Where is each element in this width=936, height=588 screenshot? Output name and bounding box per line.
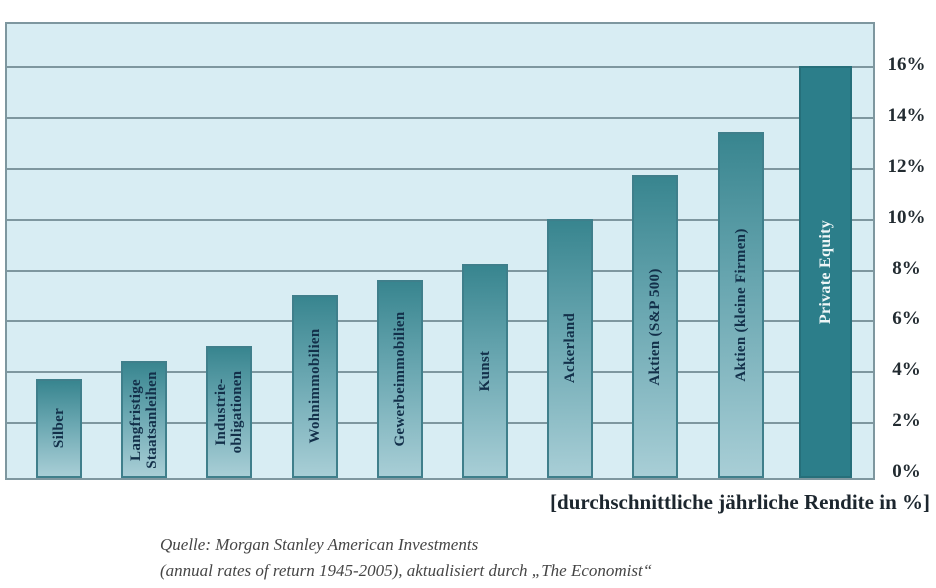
bar: Gewerbeimmobilien (376, 279, 423, 478)
bar: Aktien (S&P 500) (632, 175, 679, 478)
y-axis-tick-label: 16% (887, 54, 926, 76)
source-line-2: (annual rates of return 1945-2005), aktu… (160, 561, 653, 580)
bar: Silber (36, 378, 82, 478)
gridline (7, 117, 873, 120)
y-axis-tick-label: 4% (892, 359, 921, 381)
gridline (7, 66, 873, 69)
bar: Langfristige Staatsanleihen (121, 361, 168, 478)
plot-area: Silber Langfristige Staatsanleihen Industri… (5, 22, 875, 480)
bar: Ackerland (547, 218, 594, 478)
bar: Industrie-obligationen (206, 345, 253, 478)
bar-label: Silber (51, 408, 67, 449)
source-note: Quelle: Morgan Stanley American Investme… (160, 532, 652, 584)
bar-label: Langfristige Staatsanleihen (128, 370, 161, 469)
gridline (7, 371, 873, 374)
y-axis-tick-label: 10% (887, 206, 926, 228)
y-axis: 0% 2% 4% 6% 8% 10% 12% 14% 16% (877, 22, 936, 482)
gridline (7, 218, 873, 221)
source-line-1: Quelle: Morgan Stanley American Investme… (160, 535, 479, 554)
gridline (7, 269, 873, 272)
gridline (7, 167, 873, 170)
bar-label: Kunst (477, 350, 493, 392)
gridline (7, 320, 873, 323)
bar-label: Ackerland (562, 313, 579, 384)
x-axis-title: [durchschnittliche jährliche Rendite in … (550, 490, 930, 514)
y-axis-tick-label: 8% (892, 257, 921, 279)
y-axis-tick-label: 6% (892, 308, 921, 330)
bar-label: Wohnimmobilien (306, 328, 323, 444)
bar: Wohnimmobilien (291, 294, 338, 478)
bar-label: Industrie-obligationen (213, 370, 246, 454)
bar-label: Aktien (S&P 500) (647, 268, 664, 386)
y-axis-tick-label: 2% (892, 410, 921, 432)
gridline (7, 422, 873, 425)
y-axis-tick-label: 14% (887, 105, 926, 127)
y-axis-tick-label: 12% (887, 155, 926, 177)
bar-label: Aktien (kleine Firmen) (732, 228, 749, 382)
bar-label: Private Equity (816, 219, 834, 325)
bar-label: Gewerbeimmobilien (391, 311, 408, 447)
bar: Kunst (462, 264, 508, 478)
y-axis-tick-label: 0% (892, 461, 921, 482)
bar: Aktien (kleine Firmen) (717, 132, 764, 478)
bar: Private Equity (799, 66, 853, 478)
